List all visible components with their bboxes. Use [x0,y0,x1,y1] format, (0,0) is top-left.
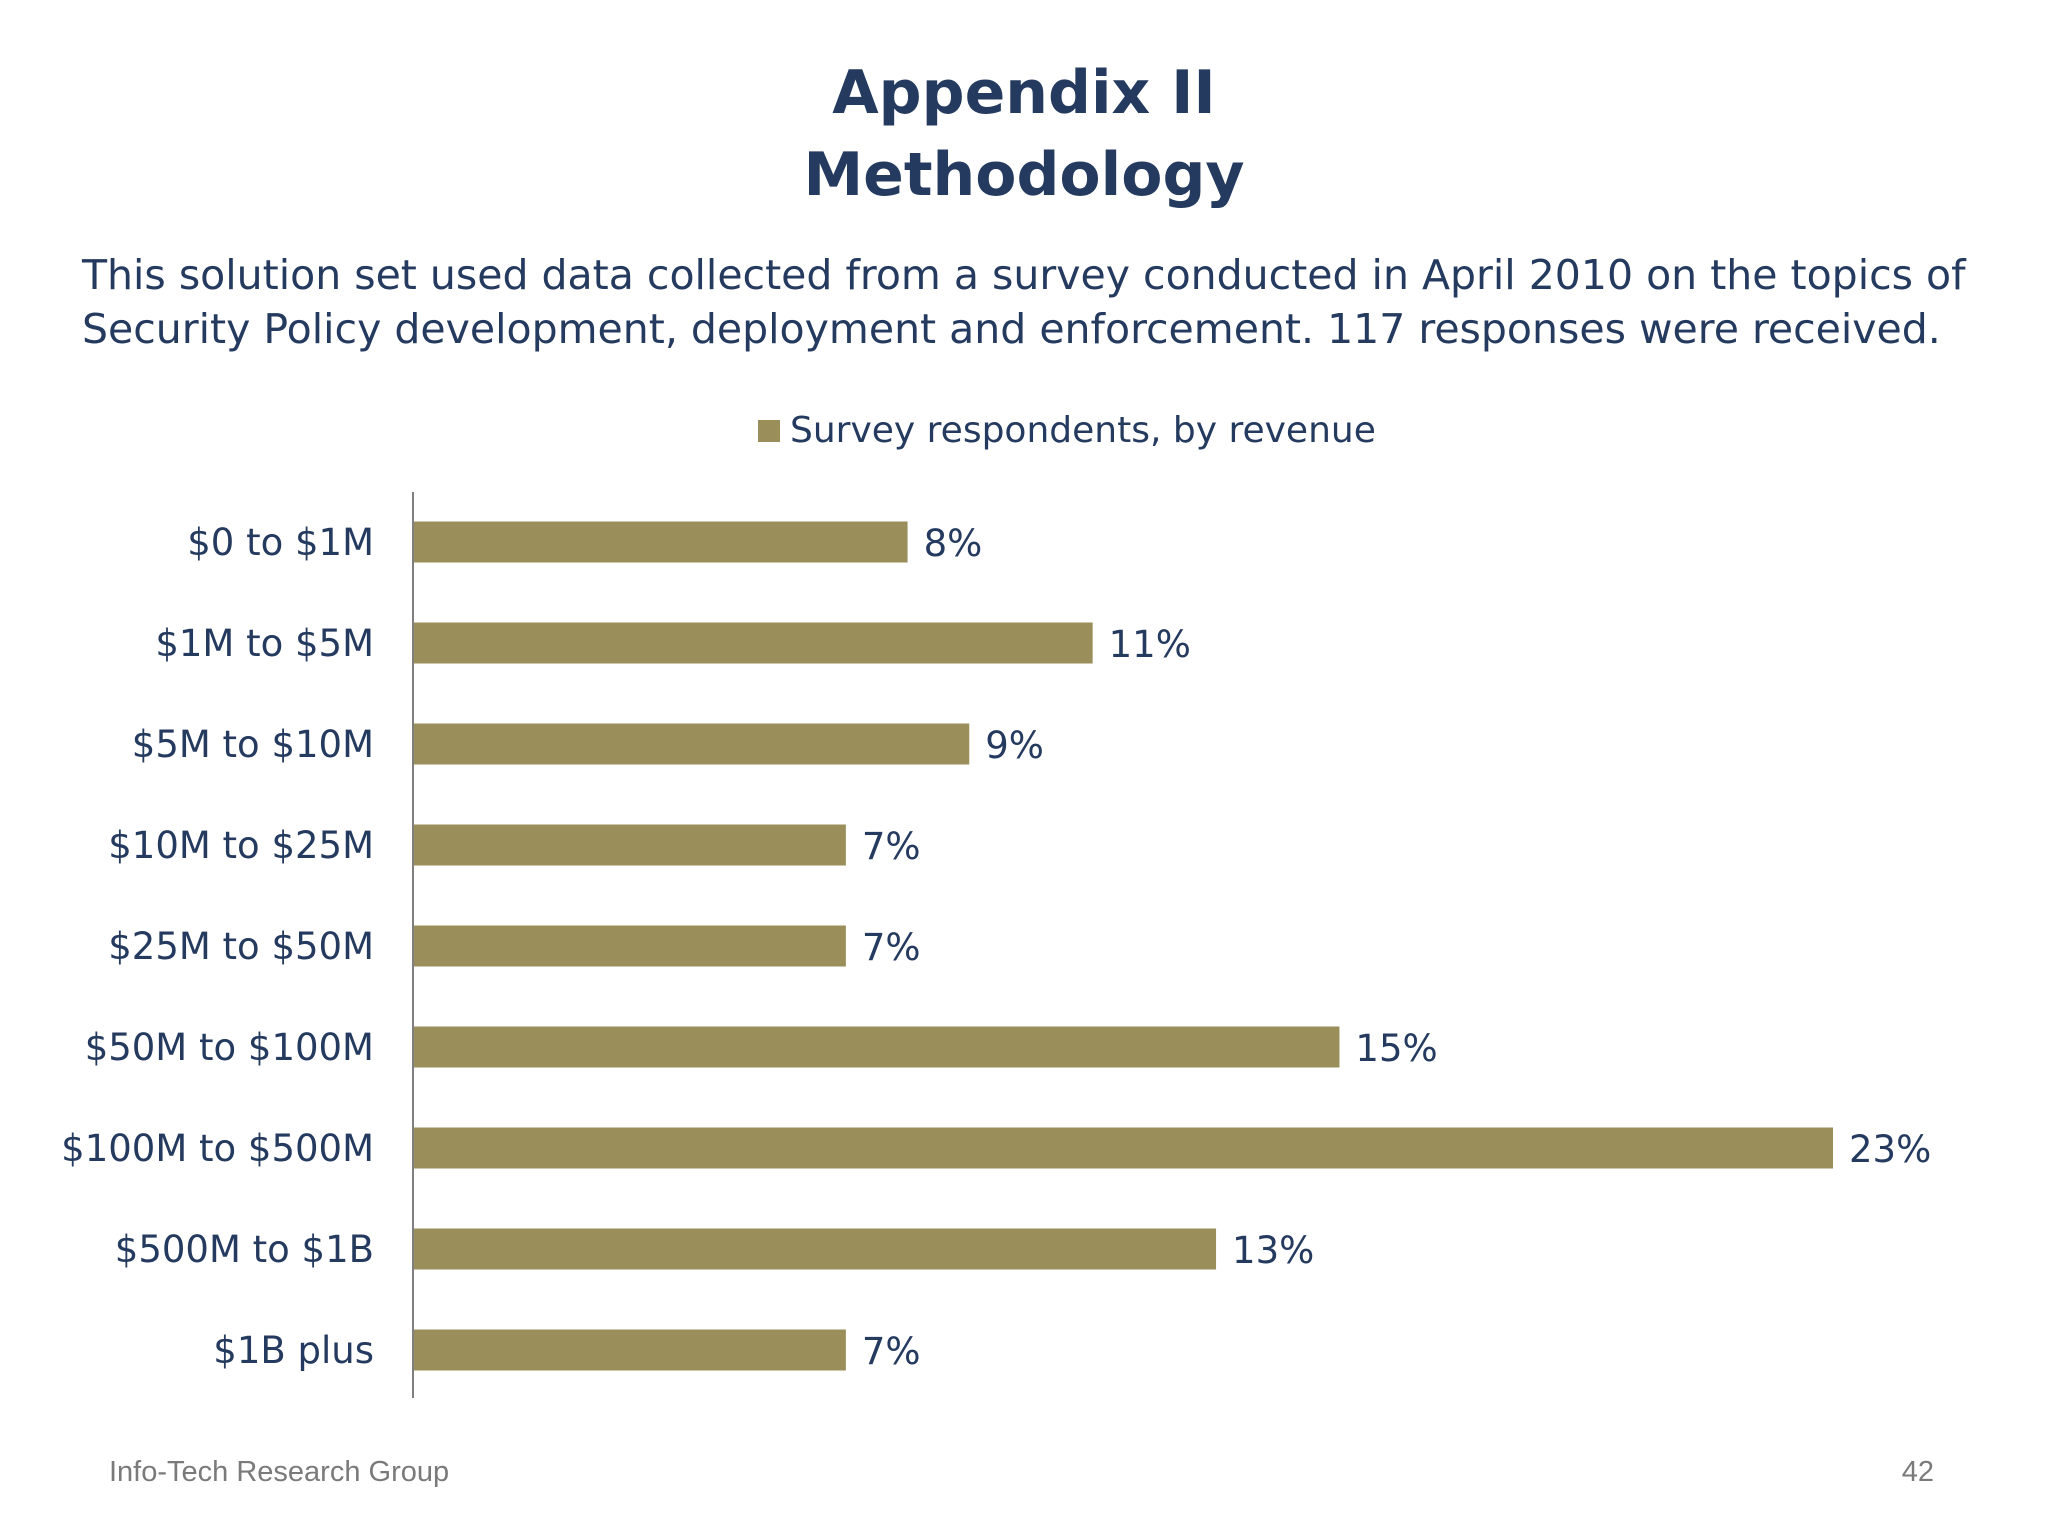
intro-line-1: This solution set used data collected fr… [82,251,1966,299]
category-label: $500M to $1B [115,1228,374,1271]
bar [414,925,846,967]
bar [414,824,846,866]
category-label: $25M to $50M [108,925,374,968]
category-label: $1B plus [213,1329,374,1372]
bar [414,723,970,765]
category-label: $1M to $5M [155,622,374,665]
intro-text: This solution set used data collected fr… [82,248,1982,356]
data-label: 11% [1109,623,1191,666]
bar [414,1127,1833,1169]
category-label: $50M to $100M [85,1026,374,1069]
data-label: 23% [1849,1128,1931,1171]
page-number: 42 [1901,1456,1934,1488]
bar [414,1228,1217,1270]
bar [414,521,908,563]
legend-swatch [758,420,780,442]
data-label: 7% [862,825,921,868]
data-label: 13% [1232,1229,1314,1272]
chart-area: Survey respondents, by revenue $0 to $1M… [0,380,2048,1420]
legend-label: Survey respondents, by revenue [790,410,1376,451]
category-label: $10M to $25M [108,824,374,867]
intro-line-2: Security Policy development, deployment … [82,305,1941,353]
data-labels: 8% 11% 9% 7% 7% 15% 23% 13% 7% [862,522,1931,1373]
slide-title: Appendix II [832,58,1216,128]
category-label: $5M to $10M [132,723,374,766]
data-label: 7% [862,1330,921,1373]
data-label: 8% [924,522,983,565]
bar-series [414,521,1833,1371]
category-labels: $0 to $1M $1M to $5M $5M to $10M $10M to $2… [61,521,374,1372]
bar-chart: Survey respondents, by revenue $0 to $1M… [61,410,1931,1398]
bar [414,1329,846,1371]
data-label: 9% [985,724,1044,767]
data-label: 7% [862,926,921,969]
category-label: $100M to $500M [61,1127,374,1170]
data-label: 15% [1355,1027,1437,1070]
bar [414,1026,1340,1068]
category-label: $0 to $1M [187,521,374,564]
slide-subtitle: Methodology [803,140,1245,210]
footer-organization: Info-Tech Research Group [109,1456,450,1488]
bar [414,622,1093,664]
chart-legend: Survey respondents, by revenue [758,410,1376,451]
